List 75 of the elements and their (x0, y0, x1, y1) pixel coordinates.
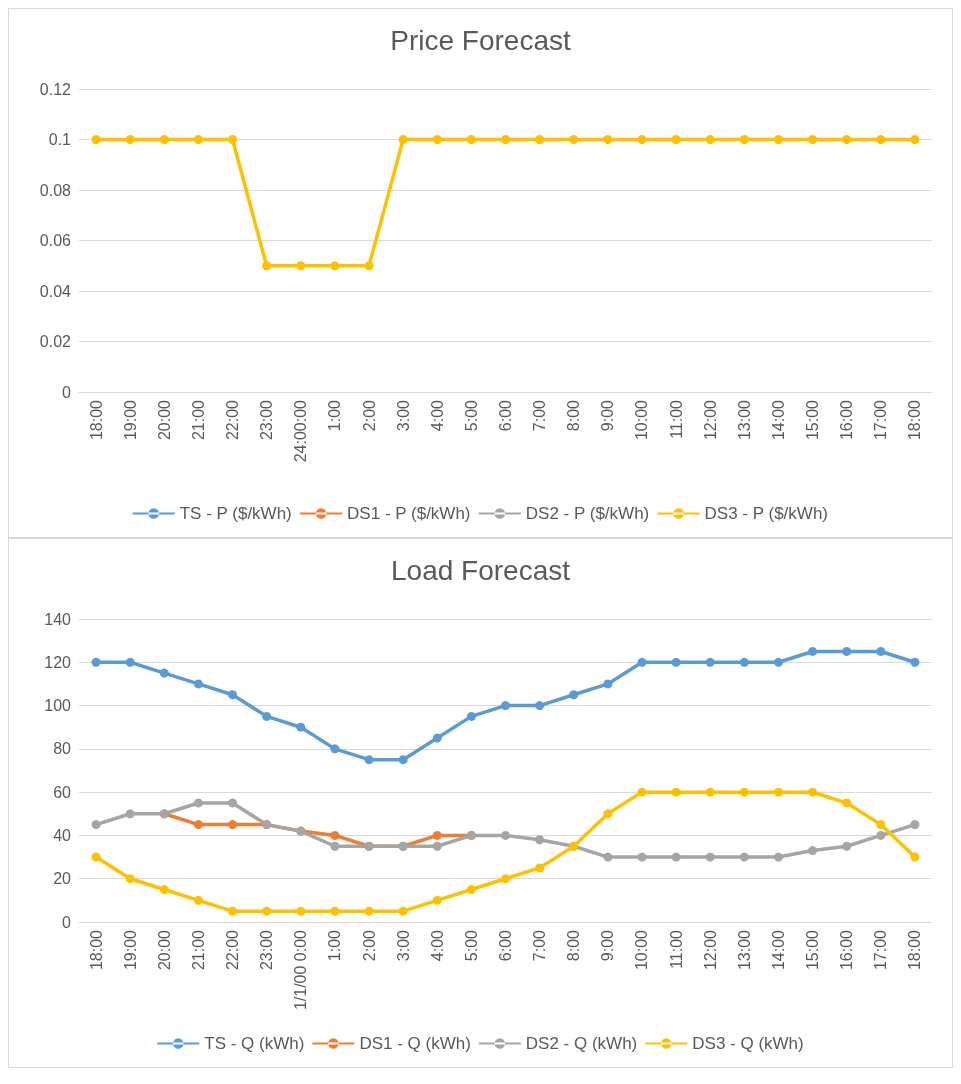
x-tick-label: 23:00 (258, 929, 276, 971)
x-tick-label: 3:00 (394, 929, 412, 962)
x-tick-label: 18:00 (87, 399, 105, 441)
y-tick-label: 0 (62, 383, 72, 401)
x-tick-label: 19:00 (121, 929, 139, 971)
x-tick-label: 12:00 (701, 929, 719, 971)
x-tick-label: 13:00 (735, 399, 753, 441)
x-tick-label: 5:00 (462, 399, 480, 432)
chart-title: Price Forecast (390, 24, 571, 56)
x-tick-label: 18:00 (87, 929, 105, 971)
x-tick-label: 22:00 (224, 929, 242, 971)
x-tick-label: 8:00 (565, 929, 583, 962)
y-tick-label: 100 (44, 697, 72, 715)
y-tick-label: 120 (44, 653, 72, 671)
y-tick-label: 140 (44, 610, 72, 628)
legend-label: DS1 - Q (kWh) (359, 1034, 471, 1053)
legend-label: DS3 - P ($/kWh) (704, 504, 828, 523)
y-tick-label: 40 (53, 826, 72, 844)
x-tick-label: 17:00 (872, 399, 890, 441)
x-tick-label: 16:00 (838, 399, 856, 441)
x-tick-label: 21:00 (189, 929, 207, 971)
y-tick-label: 0.06 (39, 232, 72, 249)
y-tick-label: 80 (53, 740, 72, 758)
x-tick-label: 7:00 (531, 399, 549, 432)
x-tick-label: 21:00 (189, 399, 207, 441)
x-tick-label: 13:00 (735, 929, 753, 971)
x-tick-label: 15:00 (804, 399, 822, 441)
x-tick-label: 7:00 (531, 929, 549, 962)
x-tick-label: 17:00 (872, 929, 890, 971)
x-tick-label: 1/1/00 0:00 (292, 929, 310, 1011)
y-tick-label: 0.1 (48, 131, 72, 148)
x-tick-label: 9:00 (599, 929, 617, 962)
chart-title: Load Forecast (391, 554, 571, 586)
x-tick-label: 6:00 (497, 929, 514, 962)
x-tick-label: 1:00 (326, 929, 344, 962)
x-tick-label: 8:00 (565, 399, 583, 432)
x-tick-label: 6:00 (497, 399, 514, 432)
legend-label: TS - P ($/kWh) (179, 504, 292, 523)
x-tick-label: 14:00 (769, 399, 787, 441)
legend-label: TS - Q (kWh) (204, 1034, 305, 1053)
legend-label: DS1 - P ($/kWh) (347, 504, 471, 523)
x-tick-label: 20:00 (155, 929, 173, 971)
x-tick-label: 12:00 (701, 399, 719, 441)
x-tick-label: 5:00 (462, 929, 480, 962)
y-tick-label: 0.12 (39, 80, 72, 98)
legend-label: DS2 - P ($/kWh) (525, 504, 650, 523)
x-tick-label: 11:00 (667, 929, 685, 969)
y-tick-label: 0.04 (39, 282, 72, 300)
x-tick-label: 22:00 (224, 399, 242, 441)
x-tick-label: 23:00 (258, 399, 276, 441)
x-tick-label: 16:00 (838, 929, 856, 971)
y-tick-label: 60 (53, 783, 72, 801)
x-tick-label: 1:00 (326, 399, 344, 432)
x-tick-label: 9:00 (599, 399, 617, 432)
x-tick-label: 4:00 (428, 929, 446, 962)
x-tick-label: 18:00 (906, 399, 924, 441)
x-tick-label: 10:00 (633, 399, 651, 441)
y-tick-label: 0.02 (39, 333, 72, 350)
x-tick-label: 18:00 (906, 929, 924, 971)
legend-label: DS2 - Q (kWh) (525, 1034, 638, 1053)
y-tick-label: 20 (53, 870, 72, 888)
y-tick-label: 0 (62, 913, 72, 931)
legend-label: DS3 - Q (kWh) (692, 1034, 804, 1053)
x-tick-label: 19:00 (121, 399, 139, 441)
x-tick-label: 14:00 (769, 929, 787, 971)
x-tick-label: 2:00 (360, 929, 378, 962)
x-tick-label: 20:00 (155, 399, 173, 441)
x-tick-label: 4:00 (428, 399, 446, 432)
x-tick-label: 2:00 (360, 399, 378, 432)
x-tick-label: 3:00 (394, 399, 412, 432)
x-tick-label: 15:00 (804, 929, 822, 971)
x-tick-label: 10:00 (633, 929, 651, 971)
y-tick-label: 0.08 (39, 181, 72, 199)
x-tick-label: 11:00 (667, 399, 685, 439)
x-tick-label: 24:00:00 (292, 399, 310, 463)
